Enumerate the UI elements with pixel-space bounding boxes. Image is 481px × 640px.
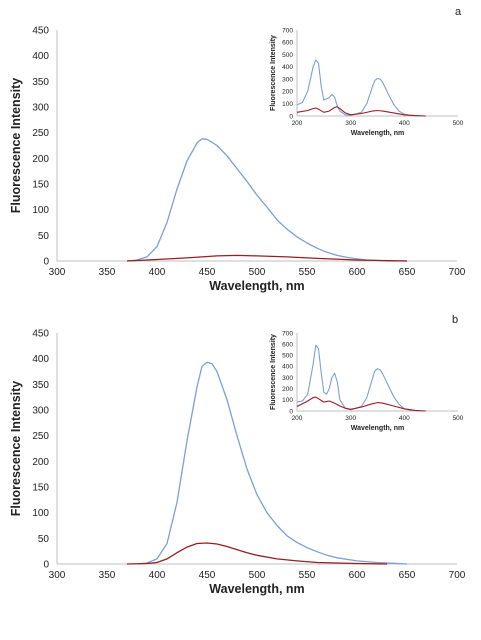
b-main-y-tick-label: 200 [32,457,49,468]
a-main-x-tick-label: 300 [49,267,66,278]
b-inset-x-axis-title: Wavelength, nm [351,425,404,432]
a-main-x-tick-label: 550 [299,267,316,278]
a-main-y-tick-label: 350 [32,77,49,88]
a-main-series-blue-line [126,138,407,262]
b-main-x-tick-label: 300 [49,570,66,581]
a-inset-y-tick-label: 200 [282,89,293,96]
b-main-x-tick-label: 550 [299,570,316,581]
b-inset-y-tick-label: 400 [282,364,293,371]
a-main-x-axis-title: Wavelength, nm [209,279,304,293]
b-main-y-tick-label: 300 [32,406,49,417]
a-main-y-tick-label: 400 [32,51,49,62]
b-main-x-tick-label: 500 [249,570,266,581]
a-main-x-tick-label: 450 [199,267,216,278]
b-inset-y-tick-label: 700 [282,330,293,337]
b-main-y-tick-label: 350 [32,380,49,391]
b-inset-y-tick-label: 500 [282,353,293,360]
b-inset-x-tick-label: 500 [453,415,464,422]
b-inset-x-tick-label: 400 [399,415,410,422]
b-inset-series-blue-line [296,344,421,412]
a-inset-y-tick-label: 100 [282,101,293,108]
b-inset-y-tick-label: 300 [282,375,293,382]
panel-a-inset-chart: 0 100 200 300 400 500 600 700 200 300 400 500 Wavele… [270,27,464,137]
b-main-x-tick-label: 400 [149,570,166,581]
a-inset-x-axis-title: Wavelength, nm [351,130,404,137]
a-inset-y-tick-label: 0 [289,113,293,120]
a-main-y-tick-label: 0 [43,257,49,268]
b-main-y-tick-label: 450 [32,329,49,340]
panel-a-label: a [455,6,462,18]
a-main-x-tick-label: 500 [249,267,266,278]
panel-b-inset-chart: 0 100 200 300 400 500 600 700 200 300 400 500 Wavele… [270,330,464,432]
a-main-y-tick-label: 300 [32,103,49,114]
a-inset-y-tick-label: 600 [282,40,293,47]
b-inset-series-red-line [296,396,426,412]
b-main-y-tick-label: 150 [32,483,49,494]
b-main-x-tick-label: 600 [349,570,366,581]
b-main-y-tick-label: 50 [38,534,50,545]
b-main-y-axis-title: Fluorescence Intensity [9,381,23,517]
a-main-x-tick-label: 650 [399,267,416,278]
b-main-x-tick-label: 450 [199,570,216,581]
b-inset-y-axis-title: Fluorescence Intensity [270,334,277,410]
b-main-x-tick-label: 650 [399,570,416,581]
b-inset-x-tick-label: 300 [345,415,356,422]
a-main-x-tick-label: 350 [99,267,116,278]
panel-a-main-chart: 0 50 100 150 200 250 300 350 400 450 300 350 400 450 5… [9,26,466,294]
a-main-y-tick-label: 200 [32,154,49,165]
a-main-y-tick-label: 100 [32,205,49,216]
b-main-y-tick-label: 0 [43,560,49,571]
a-inset-series-red-line [296,106,426,117]
a-main-y-axis-title: Fluorescence Intensity [9,78,23,214]
a-inset-y-tick-label: 300 [282,76,293,83]
b-main-y-tick-label: 100 [32,508,49,519]
a-inset-series-blue-line [296,59,421,117]
a-main-y-tick-label: 450 [32,26,49,37]
b-main-x-tick-label: 350 [99,570,116,581]
a-inset-x-tick-label: 500 [453,120,464,127]
b-inset-y-tick-label: 200 [282,386,293,393]
a-inset-x-tick-label: 300 [345,120,356,127]
a-inset-x-tick-label: 400 [399,120,410,127]
a-main-x-tick-label: 400 [149,267,166,278]
a-inset-y-tick-label: 400 [282,64,293,71]
a-main-y-tick-label: 150 [32,180,49,191]
b-main-series-blue-line [136,361,408,565]
panel-b-label: b [452,314,458,326]
a-inset-x-tick-label: 200 [292,120,303,127]
a-inset-y-tick-label: 500 [282,52,293,59]
b-main-x-tick-label: 700 [449,570,466,581]
b-inset-y-tick-label: 100 [282,397,293,404]
a-main-series-red-line [126,254,408,262]
b-inset-y-tick-label: 600 [282,341,293,348]
b-inset-x-tick-label: 200 [292,415,303,422]
a-main-y-tick-label: 50 [38,231,50,242]
a-main-y-tick-label: 250 [32,128,49,139]
b-main-y-tick-label: 400 [32,354,49,365]
panel-b-main-chart: 0 50 100 150 200 250 300 350 400 450 300 350 400 450 5… [9,329,466,597]
b-main-x-axis-title: Wavelength, nm [209,582,304,596]
a-inset-y-axis-title: Fluorescence Intensity [270,35,277,111]
a-main-x-tick-label: 700 [449,267,466,278]
b-inset-y-tick-label: 0 [289,408,293,415]
b-main-series-red-line [126,542,388,565]
a-inset-y-tick-label: 700 [282,27,293,34]
a-main-x-tick-label: 600 [349,267,366,278]
b-main-y-tick-label: 250 [32,431,49,442]
